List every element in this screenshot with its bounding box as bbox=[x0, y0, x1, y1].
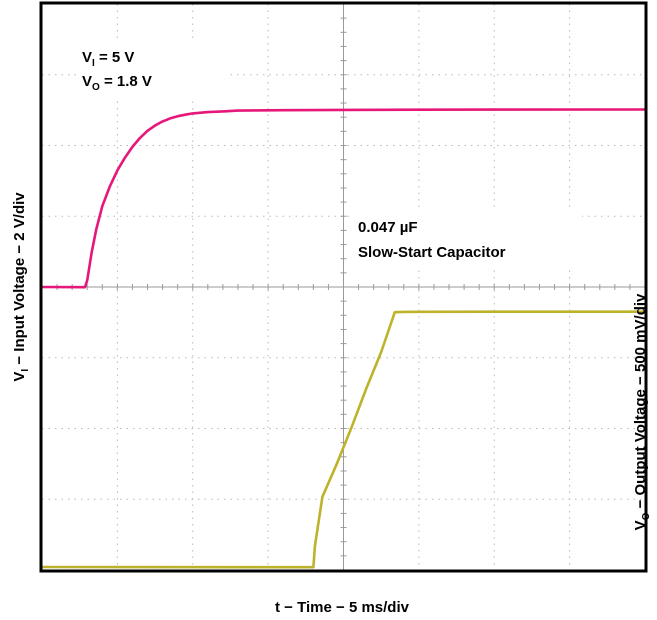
annotation-vi: VI = 5 V bbox=[82, 49, 134, 69]
series-layer bbox=[41, 108, 646, 569]
series-output-voltage bbox=[41, 310, 645, 569]
x-axis-label: t − Time − 5 ms/div bbox=[275, 599, 410, 616]
annotation-cap-label: Slow-Start Capacitor bbox=[358, 244, 506, 261]
series-input-voltage bbox=[41, 108, 646, 289]
y-axis-right-label: VO − Output Voltage − 500 mV/div bbox=[632, 293, 652, 530]
annotation-cap-value: 0.047 µF bbox=[358, 219, 418, 236]
annotation-background bbox=[78, 38, 228, 100]
y-axis-left-label: VI − Input Voltage − 2 V/div bbox=[11, 192, 31, 382]
annotation-vo: VO = 1.8 V bbox=[82, 73, 152, 93]
cap-annotation-background bbox=[352, 212, 582, 268]
plot-frame bbox=[39, 1, 648, 573]
grid bbox=[41, 3, 646, 571]
